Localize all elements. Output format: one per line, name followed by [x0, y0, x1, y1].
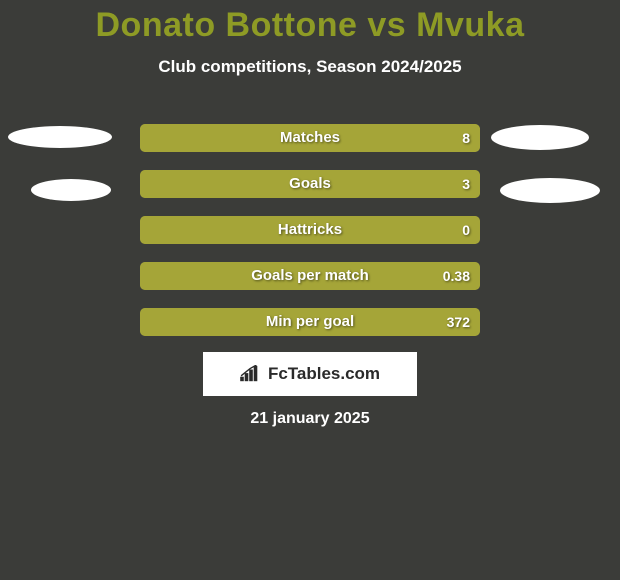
brand-text: FcTables.com	[268, 364, 380, 384]
stat-value: 372	[447, 308, 470, 336]
stat-label: Matches	[140, 124, 480, 152]
decorative-ellipse	[8, 126, 112, 148]
stat-label: Hattricks	[140, 216, 480, 244]
stat-row: Hattricks0	[140, 216, 480, 244]
comparison-card: Donato Bottone vs Mvuka Club competition…	[0, 0, 620, 580]
decorative-ellipse	[491, 125, 589, 150]
page-title: Donato Bottone vs Mvuka	[0, 0, 620, 45]
stat-value: 3	[462, 170, 470, 198]
stat-row: Matches8	[140, 124, 480, 152]
page-subtitle: Club competitions, Season 2024/2025	[0, 57, 620, 77]
stat-value: 0.38	[443, 262, 470, 290]
stat-value: 8	[462, 124, 470, 152]
bars-icon	[240, 365, 262, 383]
stat-label: Goals per match	[140, 262, 480, 290]
stat-row: Min per goal372	[140, 308, 480, 336]
stat-row: Goals3	[140, 170, 480, 198]
brand-box: FcTables.com	[203, 352, 417, 396]
stat-row: Goals per match0.38	[140, 262, 480, 290]
stats-list: Matches8Goals3Hattricks0Goals per match0…	[140, 124, 480, 354]
stat-label: Goals	[140, 170, 480, 198]
stat-value: 0	[462, 216, 470, 244]
date-text: 21 january 2025	[0, 410, 620, 428]
decorative-ellipse	[500, 178, 600, 203]
stat-label: Min per goal	[140, 308, 480, 336]
decorative-ellipse	[31, 179, 111, 201]
